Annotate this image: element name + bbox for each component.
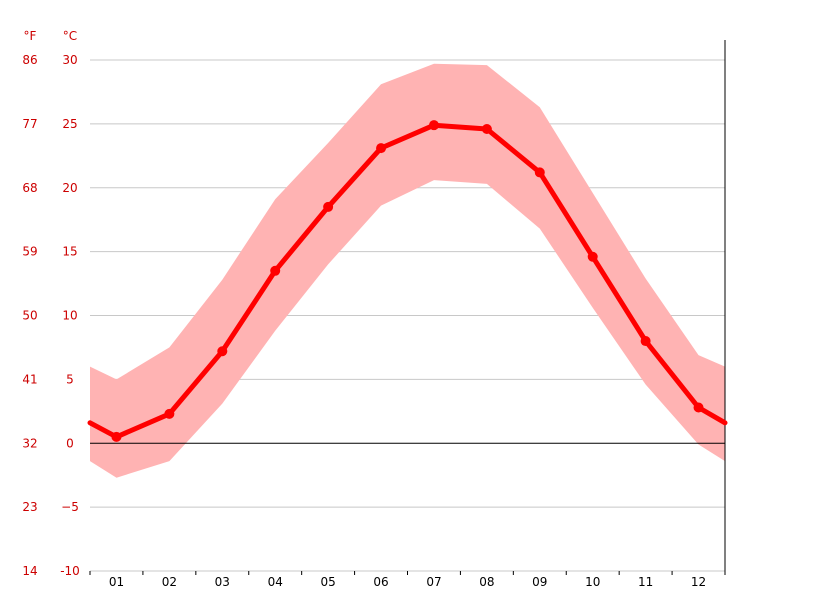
ytick-c-3: 5	[66, 372, 74, 386]
xtick-01: 01	[109, 575, 124, 589]
xtick-05: 05	[320, 575, 335, 589]
axes	[89, 40, 726, 575]
xtick-08: 08	[479, 575, 494, 589]
xtick-12: 12	[691, 575, 706, 589]
point-06	[376, 143, 387, 154]
point-01	[111, 431, 122, 442]
ytick-f-6: 68	[22, 181, 37, 195]
ytick-c-2: 0	[66, 436, 74, 450]
ytick-f-8: 86	[22, 53, 37, 67]
point-11	[640, 336, 651, 347]
temperature-range-band	[90, 63, 725, 478]
point-07	[428, 120, 439, 131]
ytick-c-8: 30	[62, 53, 77, 67]
mean-temperature-line	[87, 122, 728, 440]
xtick-11: 11	[638, 575, 653, 589]
celsius-unit-label: °C	[63, 29, 77, 43]
xtick-10: 10	[585, 575, 600, 589]
xtick-06: 06	[373, 575, 388, 589]
fahrenheit-unit-label: °F	[24, 29, 37, 43]
ytick-f-3: 41	[22, 372, 37, 386]
ytick-f-1: 23	[22, 500, 37, 514]
ytick-f-4: 50	[22, 309, 37, 323]
mean-line	[87, 122, 728, 440]
x-tick-labels: 01 02 03 04 05 06 07 08 09 10 11 12	[109, 575, 706, 589]
xtick-02: 02	[162, 575, 177, 589]
xtick-03: 03	[215, 575, 230, 589]
xtick-07: 07	[426, 575, 441, 589]
point-04	[270, 265, 281, 276]
ytick-c-4: 10	[62, 309, 77, 323]
ytick-c-7: 25	[62, 117, 77, 131]
ytick-c-6: 20	[62, 181, 77, 195]
ytick-f-5: 59	[22, 245, 37, 259]
ytick-c-5: 15	[62, 245, 77, 259]
ytick-c-0: -10	[60, 564, 80, 578]
y-tick-labels: 14 -10 23 −5 32 0 41 5 50 10 59 15 68 20 77 25 86 30	[22, 53, 79, 578]
point-05	[323, 201, 334, 212]
point-12	[693, 402, 704, 413]
data-points	[111, 120, 704, 442]
ytick-f-0: 14	[22, 564, 37, 578]
xtick-04: 04	[268, 575, 283, 589]
range-band	[90, 63, 725, 478]
point-03	[217, 346, 228, 357]
ytick-c-1: −5	[61, 500, 79, 514]
point-02	[164, 408, 175, 419]
point-09	[534, 167, 545, 178]
ytick-f-2: 32	[22, 436, 37, 450]
ytick-f-7: 77	[22, 117, 37, 131]
xtick-09: 09	[532, 575, 547, 589]
point-08	[481, 123, 492, 134]
point-10	[587, 251, 598, 262]
